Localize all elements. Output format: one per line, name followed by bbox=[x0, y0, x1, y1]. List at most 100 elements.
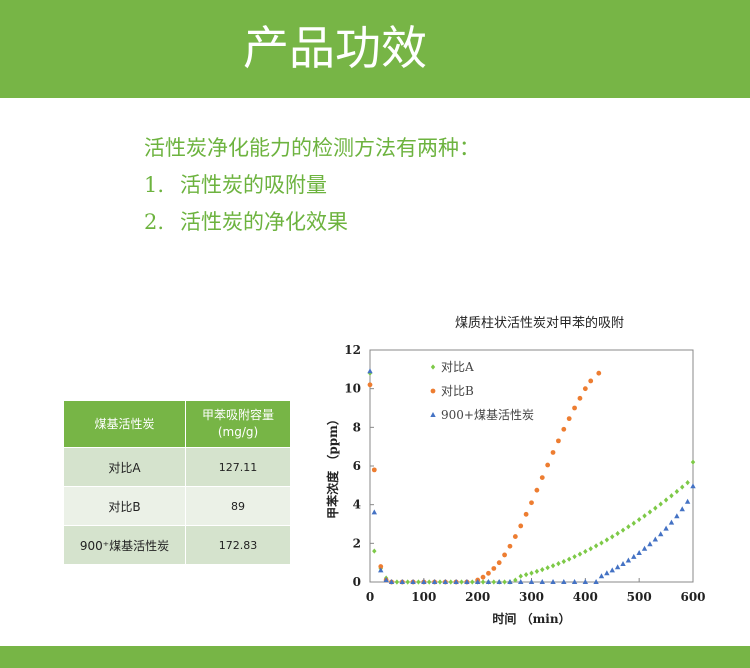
data-point bbox=[561, 579, 567, 584]
y-tick-label: 0 bbox=[353, 575, 361, 589]
x-tick-label: 300 bbox=[519, 590, 544, 604]
y-tick-label: 2 bbox=[353, 536, 361, 550]
data-point bbox=[572, 405, 577, 411]
data-point bbox=[577, 395, 583, 401]
data-point bbox=[485, 579, 492, 584]
methods-intro: 活性炭净化能力的检测方法有两种： bbox=[144, 136, 480, 160]
data-point bbox=[421, 579, 427, 584]
data-point bbox=[598, 573, 605, 579]
data-point bbox=[371, 509, 378, 515]
x-tick-label: 0 bbox=[366, 590, 374, 604]
data-point bbox=[394, 579, 400, 585]
bottom-banner bbox=[0, 646, 750, 668]
data-point bbox=[518, 523, 524, 529]
data-point bbox=[566, 556, 572, 562]
data-point bbox=[680, 484, 685, 490]
data-point bbox=[367, 382, 373, 388]
data-point bbox=[539, 579, 545, 584]
data-point bbox=[620, 561, 626, 567]
data-point bbox=[566, 416, 572, 422]
data-point bbox=[663, 497, 669, 503]
legend-label: 900+煤基活性炭 bbox=[441, 408, 534, 422]
data-point bbox=[556, 561, 561, 567]
table-header-capacity: 甲苯吸附容量 (mg/g) bbox=[185, 400, 291, 448]
data-point bbox=[599, 540, 604, 546]
data-point bbox=[577, 551, 583, 557]
data-point bbox=[534, 487, 540, 493]
data-point bbox=[502, 552, 507, 558]
data-point bbox=[410, 579, 416, 584]
data-point bbox=[539, 475, 545, 480]
y-axis-label: 甲苯浓度 （ppm） bbox=[325, 413, 340, 519]
data-point bbox=[371, 467, 377, 473]
table-row: 对比B 89 bbox=[62, 486, 291, 526]
data-point bbox=[684, 498, 691, 504]
data-point bbox=[442, 579, 449, 584]
table-header-name: 煤基活性炭 bbox=[62, 400, 187, 448]
data-point bbox=[550, 450, 556, 455]
data-point bbox=[556, 438, 561, 444]
data-point bbox=[636, 516, 642, 523]
data-point bbox=[518, 579, 524, 584]
data-point bbox=[620, 527, 626, 533]
data-point bbox=[550, 563, 556, 569]
table-row: 对比A 127.11 bbox=[62, 447, 291, 487]
data-point bbox=[383, 577, 389, 583]
data-point bbox=[448, 579, 453, 585]
adsorption-table: 煤基活性炭 甲苯吸附容量 (mg/g) 对比A 127.11 对比B 89 90… bbox=[62, 400, 291, 565]
x-tick-label: 100 bbox=[411, 590, 436, 604]
data-point bbox=[405, 579, 410, 585]
table-cell-value: 127.11 bbox=[185, 447, 291, 487]
data-point bbox=[609, 567, 615, 573]
data-point bbox=[378, 564, 384, 569]
table-cell-value: 172.83 bbox=[185, 525, 291, 565]
data-point bbox=[614, 564, 621, 570]
data-point bbox=[427, 579, 432, 585]
data-point bbox=[583, 548, 588, 555]
data-point bbox=[647, 541, 653, 547]
legend-label: 对比A bbox=[441, 360, 474, 374]
method-number: 2. bbox=[144, 210, 165, 234]
x-tick-label: 500 bbox=[627, 590, 652, 604]
page-title: 产品功效 bbox=[243, 21, 427, 75]
data-point bbox=[572, 554, 577, 560]
table-cell-name: 900⁺煤基活性炭 bbox=[62, 525, 187, 565]
data-point bbox=[372, 548, 377, 554]
method-text: 活性炭的净化效果 bbox=[180, 210, 348, 234]
data-point bbox=[378, 567, 384, 573]
data-point bbox=[523, 572, 529, 578]
legend-label: 对比B bbox=[441, 384, 474, 398]
data-point bbox=[496, 560, 502, 566]
data-point bbox=[653, 505, 658, 511]
y-tick-label: 10 bbox=[344, 382, 361, 396]
data-point bbox=[685, 480, 690, 486]
data-point bbox=[674, 488, 680, 495]
data-point bbox=[690, 483, 696, 489]
y-tick-label: 8 bbox=[353, 420, 361, 434]
data-point bbox=[399, 579, 405, 584]
data-point bbox=[540, 567, 545, 573]
data-point bbox=[459, 579, 464, 585]
method-text: 活性炭的吸附量 bbox=[180, 173, 327, 197]
x-axis-label: 时间 （min） bbox=[492, 611, 570, 626]
data-point bbox=[641, 545, 648, 551]
data-point bbox=[582, 579, 589, 584]
x-tick-label: 600 bbox=[680, 590, 705, 604]
data-point bbox=[604, 537, 610, 543]
data-point bbox=[636, 550, 642, 555]
data-point bbox=[470, 579, 475, 585]
data-point bbox=[679, 506, 685, 512]
adsorption-chart: 煤质柱状活性炭对甲苯的吸附 0 2 4 6 8 10 12 0 100 200 300 400 500 60… bbox=[325, 315, 706, 626]
data-point bbox=[631, 520, 636, 526]
data-point bbox=[529, 500, 534, 506]
data-point bbox=[615, 530, 620, 537]
y-tick-label: 4 bbox=[353, 498, 361, 512]
data-point bbox=[625, 557, 632, 563]
table-header-unit: (mg/g) bbox=[217, 425, 259, 439]
data-point bbox=[480, 574, 486, 580]
data-point bbox=[647, 509, 653, 515]
data-point bbox=[561, 426, 567, 432]
data-point bbox=[416, 579, 421, 585]
data-point bbox=[480, 579, 486, 585]
data-point bbox=[571, 579, 578, 584]
